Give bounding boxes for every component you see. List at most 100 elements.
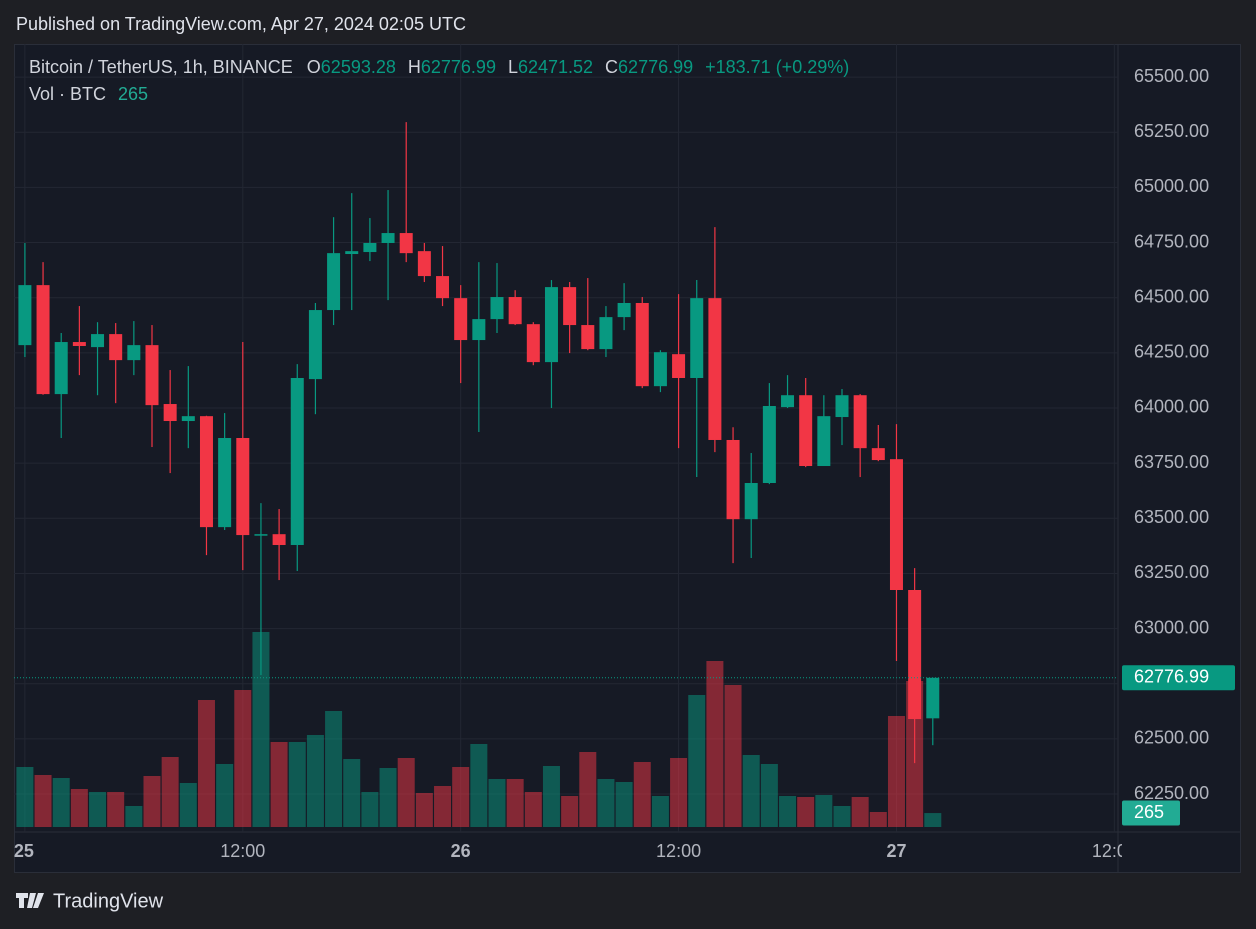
volume-bar (597, 779, 615, 827)
candle-body (381, 233, 395, 243)
candle-body (290, 377, 304, 545)
candle-body (835, 395, 849, 418)
candle-body (908, 589, 922, 720)
volume-bar (760, 764, 778, 827)
candle-body (799, 395, 813, 467)
volume-bar (724, 685, 742, 827)
y-tick-label: 64250.00 (1134, 342, 1209, 362)
volume-bar (288, 742, 306, 827)
candle-body (472, 319, 486, 341)
y-tick-label: 65500.00 (1134, 66, 1209, 86)
volume-bar (343, 759, 361, 827)
volume-bar (506, 779, 524, 827)
y-tick-label: 64000.00 (1134, 397, 1209, 417)
volume-bar (542, 766, 560, 827)
volume-bar (234, 690, 252, 827)
candle-body (181, 416, 195, 422)
candle-body (817, 416, 831, 467)
candle-body (254, 534, 268, 536)
volume-bar (379, 768, 397, 827)
candle-body (109, 334, 123, 361)
volume-bar (561, 796, 579, 827)
candle-body (36, 285, 50, 395)
y-tick-label: 63500.00 (1134, 507, 1209, 527)
x-tick-label: 26 (451, 841, 471, 861)
candle-body (127, 345, 141, 361)
volume-pane (16, 632, 942, 827)
candle-body (18, 285, 32, 346)
last-price-label: 62776.99 (1134, 667, 1209, 687)
candle-body (490, 297, 504, 320)
volume-bar (488, 779, 506, 827)
candle-body (345, 251, 359, 255)
candle-body (327, 253, 341, 311)
candle-body (871, 448, 885, 461)
candle-body (690, 298, 704, 378)
time-axis: 25 12:00 26 12:00 27 12:00 (14, 841, 1122, 861)
volume-bar (197, 700, 215, 827)
volume-bar (579, 752, 597, 827)
volume-bar (125, 806, 143, 827)
candle-body (91, 334, 105, 348)
candle-body (563, 287, 577, 326)
candle-body (272, 534, 286, 545)
volume-bar (452, 767, 470, 827)
candle-body (617, 302, 631, 318)
brand-logo (16, 893, 44, 908)
last-price-box (1122, 665, 1235, 691)
y-tick-label: 62500.00 (1134, 728, 1209, 748)
volume-bar (470, 744, 488, 827)
volume-bar (615, 782, 633, 827)
volume-bar (89, 792, 107, 827)
candle-body (526, 324, 540, 363)
volume-bar (869, 812, 887, 827)
x-tick-label: 27 (886, 841, 906, 861)
y-tick-label: 64500.00 (1134, 286, 1209, 306)
price-change: +183.71 (+0.29%) (705, 57, 849, 77)
y-tick-label: 65000.00 (1134, 176, 1209, 196)
volume-bar (742, 755, 760, 827)
published-note: Published on TradingView.com, Apr 27, 20… (16, 14, 466, 34)
ohlc-label: C (605, 57, 618, 77)
candle-body (653, 352, 667, 387)
volume-bar (397, 758, 415, 827)
y-tick-label: 62250.00 (1134, 783, 1209, 803)
candle-body (417, 251, 431, 277)
y-tick-label: 65250.00 (1134, 121, 1209, 141)
volume-bar (161, 757, 179, 827)
volume-bar (415, 793, 433, 827)
ohlc-label: L (508, 57, 518, 77)
volume-bar (252, 632, 270, 827)
candles (14, 122, 1118, 764)
volume-bar (434, 786, 452, 827)
candle-body (399, 233, 413, 254)
y-tick-label: 63000.00 (1134, 617, 1209, 637)
candle-body (145, 345, 159, 406)
last-volume-box (1122, 800, 1180, 826)
x-tick-label: 25 (14, 841, 34, 861)
candle-body (926, 677, 940, 719)
ohlc-value: 62471.52 (518, 57, 593, 77)
volume-bar (688, 695, 706, 827)
x-tick-label: 12:00 (220, 841, 265, 861)
candle-body (853, 395, 867, 449)
x-tick-label: 12:00 (656, 841, 701, 861)
volume-bar (524, 792, 542, 827)
candle-body (508, 297, 522, 325)
candle-body (199, 416, 213, 528)
candle-body (308, 310, 322, 380)
volume-value: 265 (118, 84, 148, 104)
volume-bar (16, 767, 34, 827)
candle-body (54, 342, 68, 395)
volume-bar (70, 789, 88, 827)
volume-bar (887, 716, 905, 827)
volume-bar (815, 795, 833, 827)
brand-name: TradingView (53, 890, 164, 912)
volume-bar (833, 806, 851, 827)
candle-body (236, 438, 250, 536)
last-volume-label: 265 (1134, 802, 1164, 822)
candle-body (708, 298, 722, 440)
candle-body (762, 406, 776, 484)
candle-body (672, 354, 686, 378)
